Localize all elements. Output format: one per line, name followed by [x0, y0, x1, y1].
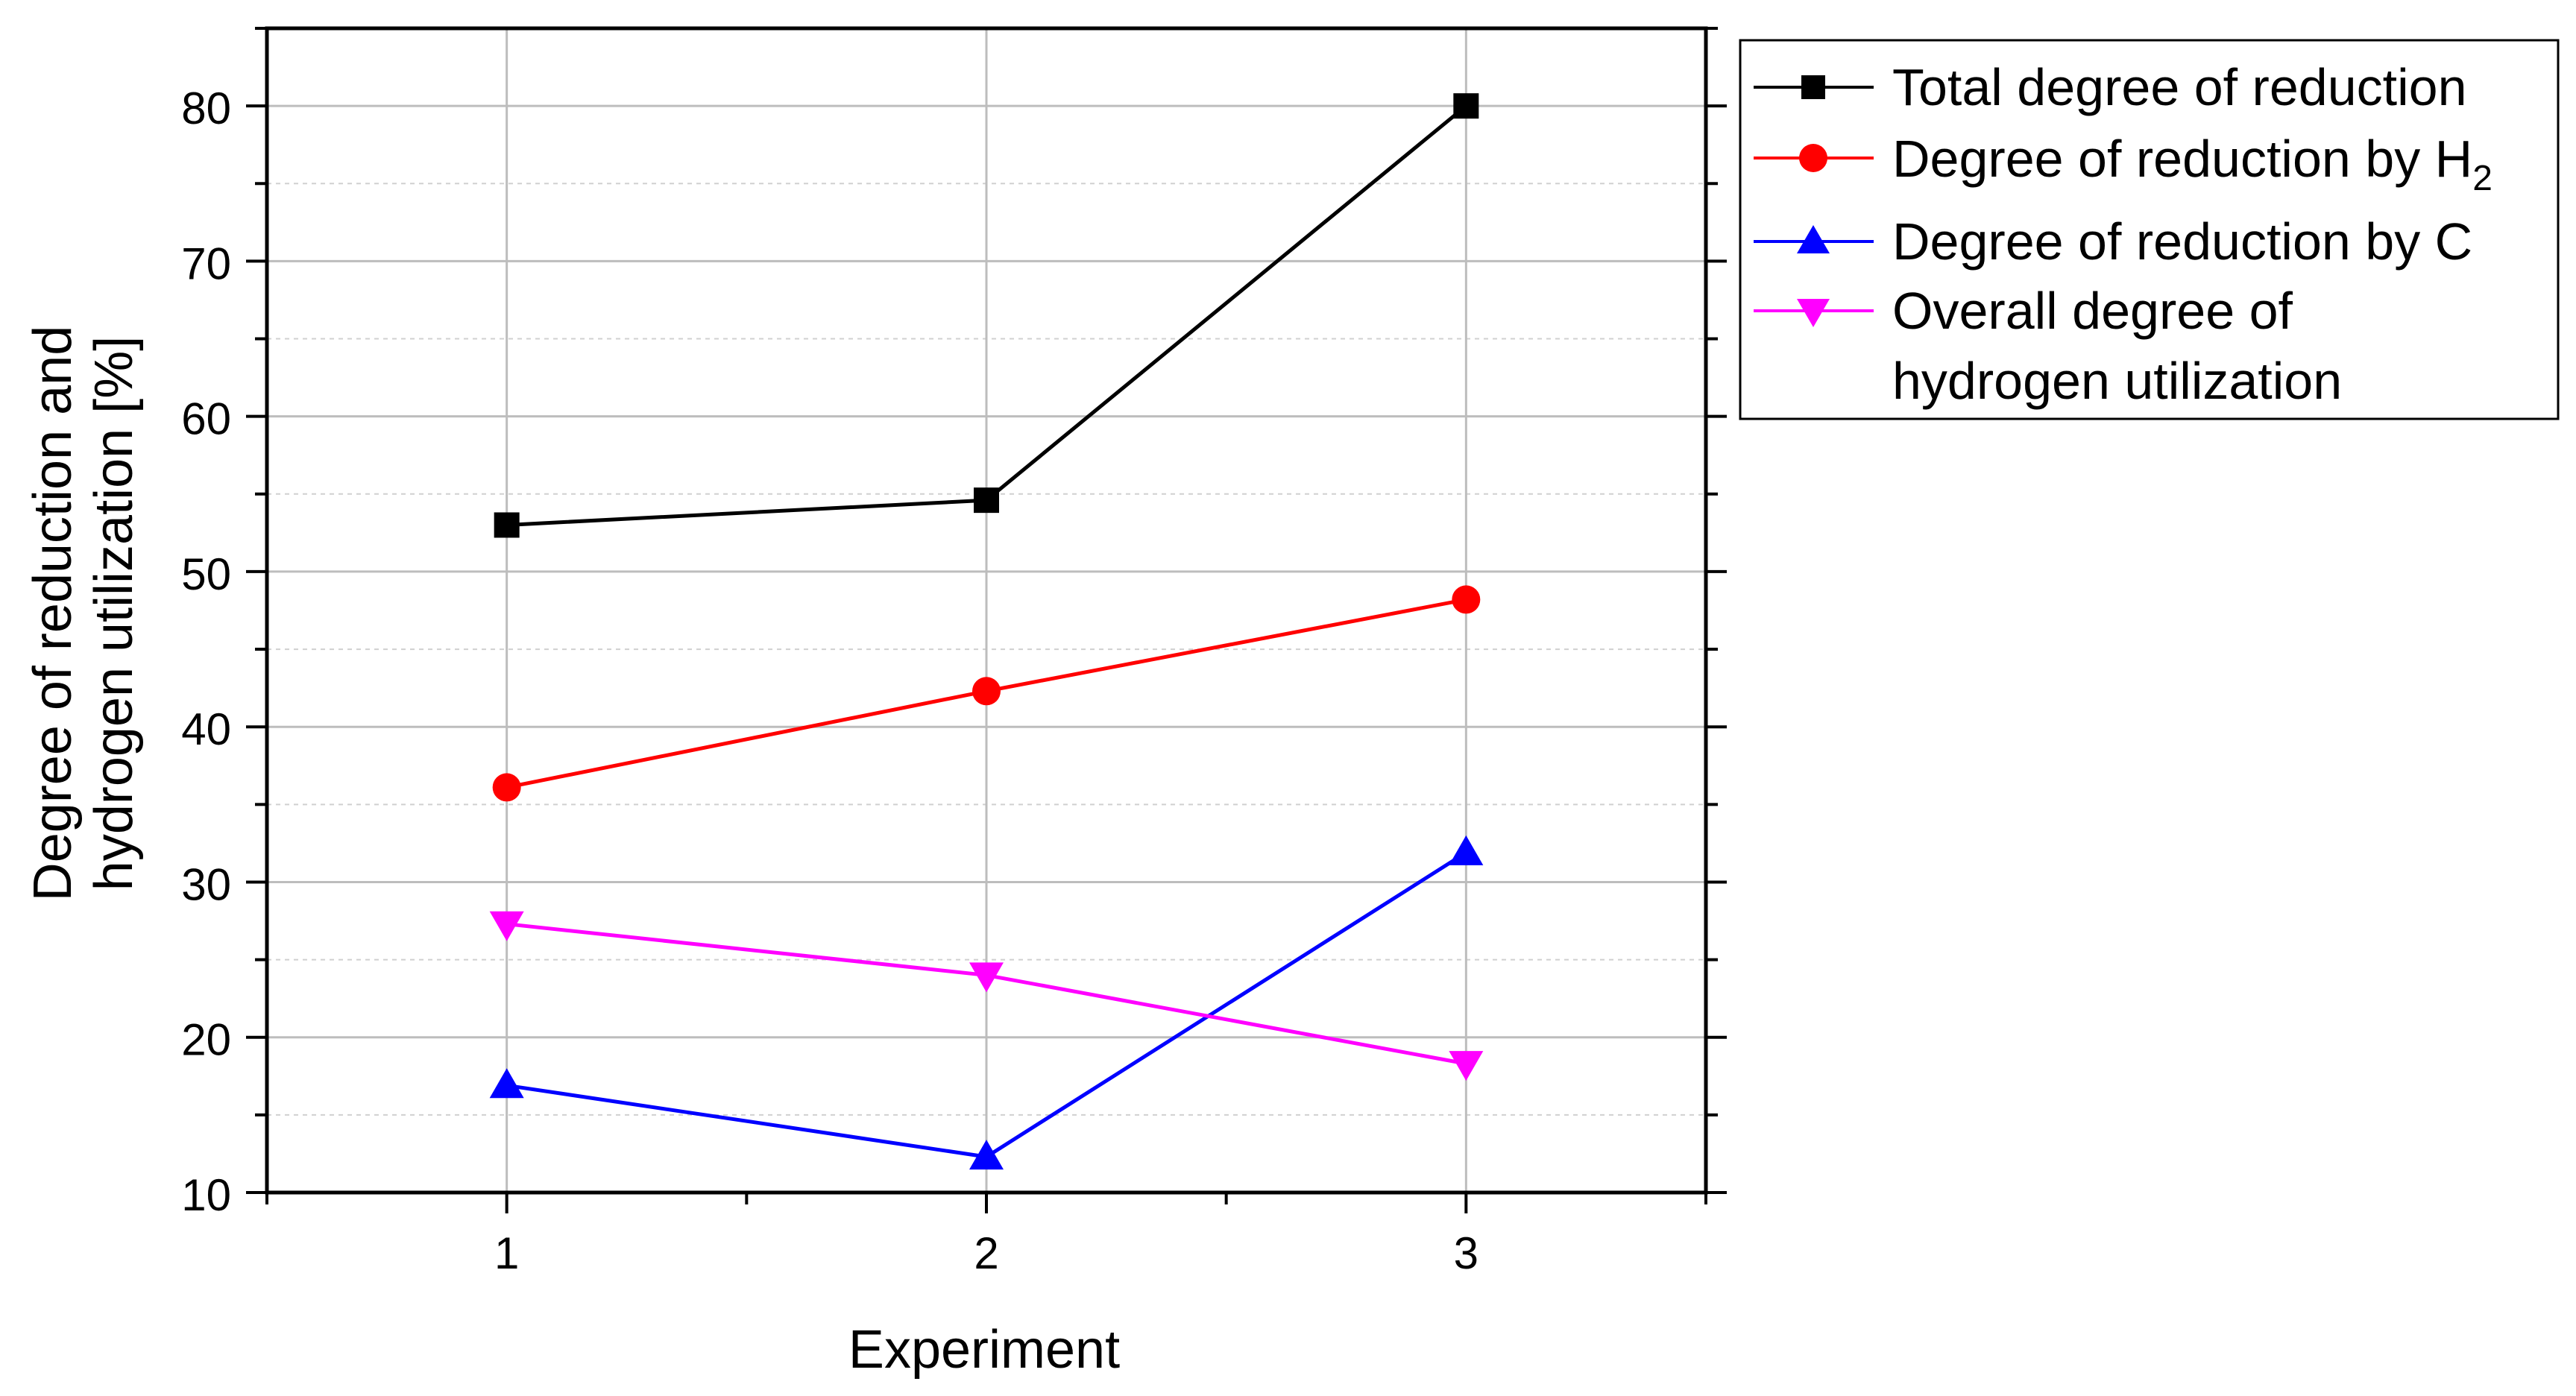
legend-label-hydrogen-utilization-line2: hydrogen utilization	[1892, 352, 2342, 410]
data-point	[1453, 93, 1479, 119]
legend-item-total: Total degree of reduction	[1754, 58, 2467, 116]
data-series	[489, 93, 1484, 1170]
x-tick-label: 2	[974, 1228, 998, 1278]
legend-item-hydrogen-utilization: Overall degree of hydrogen utilization	[1754, 282, 2342, 410]
legend-item-c: Degree of reduction by C	[1754, 212, 2472, 271]
data-point	[1449, 1051, 1484, 1081]
y-tick-label: 40	[181, 704, 231, 754]
legend-label-hydrogen-utilization: Overall degree of	[1892, 282, 2293, 340]
data-point	[969, 1140, 1004, 1170]
y-axis-title-line1: Degree of reduction and	[23, 326, 83, 902]
y-tick-label: 50	[181, 549, 231, 599]
legend: Total degree of reduction Degree of redu…	[1739, 39, 2560, 420]
series-0	[494, 93, 1479, 538]
legend-label-h2-main: Degree of reduction by H	[1892, 130, 2472, 188]
y-tick-label: 80	[181, 83, 231, 133]
data-point	[974, 487, 999, 514]
y-tick-label: 10	[181, 1170, 231, 1220]
legend-box	[1739, 39, 2560, 420]
x-axis-title: Experiment	[848, 1320, 1120, 1380]
x-tick-label: 1	[494, 1228, 519, 1278]
y-axis-title: Degree of reduction and hydrogen utiliza…	[23, 326, 144, 902]
legend-label-total: Total degree of reduction	[1892, 58, 2467, 116]
series-3	[489, 911, 1484, 1081]
y-tick-label: 30	[181, 859, 231, 909]
data-point	[972, 677, 1001, 706]
legend-label-h2-subscript: 2	[2472, 159, 2492, 198]
y-tick-label: 60	[181, 394, 231, 444]
legend-label-c: Degree of reduction by C	[1892, 212, 2472, 271]
series-1	[492, 585, 1481, 802]
y-tick-label: 70	[181, 239, 231, 288]
data-point	[1449, 835, 1484, 865]
y-axis-title-line2: hydrogen utilization [%]	[84, 336, 144, 891]
grid	[267, 28, 1706, 1193]
x-tick-label: 3	[1454, 1228, 1478, 1278]
series-2	[489, 835, 1484, 1170]
y-tick-label: 20	[181, 1015, 231, 1065]
data-point	[489, 1068, 524, 1099]
legend-label-h2: Degree of reduction by H2	[1892, 130, 2492, 198]
axis-ticks: 10 20 30 40 50 60 70 80 1 2 3	[181, 27, 1727, 1278]
legend-marker-triangle-up	[1797, 225, 1830, 253]
data-point	[492, 773, 521, 802]
legend-item-h2: Degree of reduction by H2	[1754, 130, 2492, 198]
data-point	[969, 962, 1004, 993]
legend-marker-circle	[1799, 144, 1827, 172]
legend-marker-triangle-down	[1797, 299, 1830, 327]
legend-marker-square	[1801, 75, 1825, 99]
data-point	[1452, 585, 1481, 614]
data-point	[494, 512, 520, 538]
data-point	[489, 911, 524, 941]
